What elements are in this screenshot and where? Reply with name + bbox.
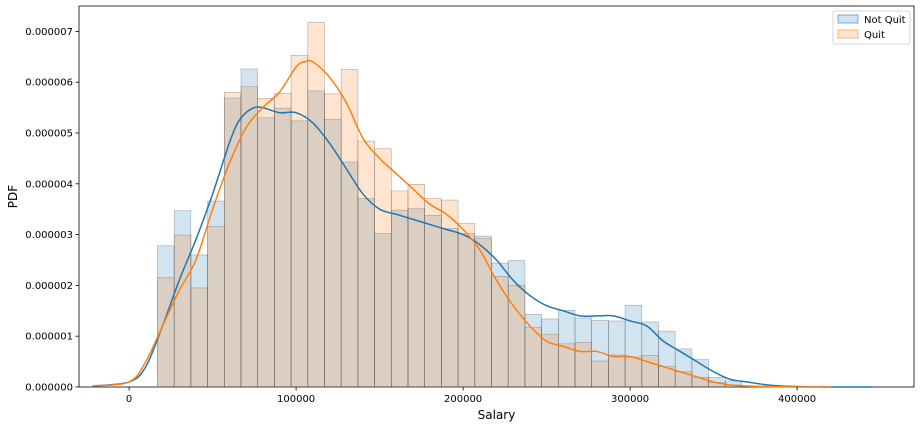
x-tick-label-4: 400000	[778, 394, 816, 405]
quit-bar-27	[608, 354, 626, 388]
not-quit-bar-13	[374, 233, 392, 388]
quit-bar-8	[290, 54, 309, 388]
quit-bar-4	[223, 92, 242, 388]
not-quit-bar-24	[557, 309, 576, 388]
y-tick-label-0: 0.000000	[25, 383, 73, 394]
quit-bar-14	[390, 190, 409, 388]
quit-bar-16	[424, 198, 442, 388]
plot-background	[79, 6, 914, 387]
y-tick-label-2: 0.000002	[25, 281, 73, 292]
quit-bar-5	[240, 86, 258, 388]
quit-bar-10	[324, 93, 342, 388]
not-quit-bar-30	[658, 330, 676, 388]
not-quit-bar-29	[641, 321, 659, 388]
kde-lines	[92, 59, 873, 388]
legend-box	[832, 10, 911, 45]
not-quit-bar-8	[290, 120, 309, 388]
quit-bar-15	[407, 184, 425, 388]
not-quit-histogram	[157, 68, 743, 388]
x-axis-title: Salary	[478, 408, 516, 422]
quit-bar-31	[674, 371, 693, 388]
y-axis-title: PDF	[6, 185, 20, 208]
x-axis: 0 100000 200000 300000 400000	[126, 387, 816, 405]
not-quit-bar-17	[441, 228, 459, 388]
x-tick-label-2: 200000	[444, 394, 482, 405]
y-tick-label-5: 0.000005	[25, 129, 73, 140]
x-tick-label-1: 100000	[277, 394, 315, 405]
quit-bar-20	[491, 275, 509, 388]
not-quit-bar-6	[257, 117, 275, 388]
quit-bar-18	[457, 223, 476, 388]
y-tick-label-1: 0.000001	[25, 332, 73, 343]
not-quit-bar-9	[307, 90, 325, 388]
not-quit-kde-line	[92, 106, 873, 388]
legend-swatch-quit	[837, 29, 859, 39]
not-quit-bar-27	[608, 320, 626, 388]
quit-bar-32	[691, 377, 709, 388]
not-quit-bar-31	[674, 348, 693, 388]
plot-area	[78, 5, 915, 388]
quit-bar-22	[524, 327, 542, 388]
not-quit-bar-28	[624, 304, 643, 388]
quit-bar-23	[541, 333, 559, 388]
y-tick-label-7: 0.000007	[25, 27, 73, 38]
not-quit-bar-11	[340, 161, 359, 388]
quit-bar-6	[257, 98, 275, 388]
quit-bar-26	[591, 360, 609, 388]
y-tick-label-6: 0.000006	[25, 78, 73, 89]
not-quit-bar-16	[424, 214, 442, 388]
y-axis: 0.000000 0.000001 0.000002 0.000003 0.000004…	[25, 27, 79, 394]
not-quit-bar-14	[390, 209, 409, 388]
plot-frame	[78, 5, 915, 388]
not-quit-bar-19	[474, 235, 492, 388]
x-tick-label-0: 0	[126, 394, 132, 405]
quit-bar-24	[557, 343, 576, 388]
quit-bar-13	[374, 148, 392, 388]
not-quit-bar-22	[524, 314, 542, 388]
quit-bar-28	[624, 356, 643, 388]
quit-bar-11	[340, 69, 359, 388]
not-quit-bar-1	[173, 210, 192, 388]
quit-bar-3	[207, 226, 225, 388]
quit-bar-2	[190, 287, 208, 388]
not-quit-bar-4	[223, 97, 242, 388]
not-quit-bar-26	[591, 320, 609, 388]
legend-label-not-quit: Not Quit	[864, 15, 906, 26]
quit-bar-9	[307, 21, 325, 388]
quit-bar-25	[574, 341, 592, 388]
quit-bar-19	[474, 238, 492, 388]
legend: Not Quit Quit	[832, 10, 911, 45]
quit-bar-17	[441, 199, 459, 388]
quit-bar-30	[658, 366, 676, 388]
not-quit-bar-5	[240, 68, 258, 388]
y-tick-label-3: 0.000003	[25, 230, 73, 241]
legend-label-quit: Quit	[864, 30, 885, 41]
legend-swatch-not-quit	[837, 14, 859, 24]
not-quit-bar-23	[541, 318, 559, 388]
quit-bar-1	[173, 234, 192, 388]
quit-kde-line	[92, 59, 831, 388]
quit-bar-12	[357, 140, 375, 388]
quit-bar-21	[507, 285, 526, 388]
not-quit-bar-15	[407, 208, 425, 388]
not-quit-bar-10	[324, 118, 342, 388]
not-quit-bar-25	[574, 317, 592, 388]
not-quit-bar-21	[507, 260, 526, 388]
x-tick-label-3: 300000	[611, 394, 649, 405]
y-tick-label-4: 0.000004	[25, 179, 73, 190]
not-quit-bar-2	[190, 254, 208, 388]
not-quit-bar-7	[274, 107, 292, 388]
quit-bar-7	[274, 93, 292, 388]
